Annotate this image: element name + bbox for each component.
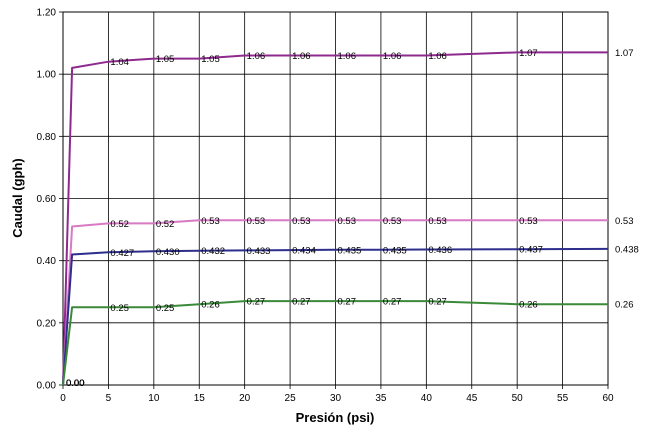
data-label: 0.438 [615, 244, 639, 255]
y-tick-label: 1.20 [37, 8, 57, 19]
data-label: 0.433 [247, 246, 271, 257]
series-line-3 [62, 247, 609, 386]
series-lines [62, 51, 609, 386]
data-label: 0.27 [247, 297, 266, 308]
y-tick-label: 0.80 [37, 132, 57, 143]
tick-labels: 0 5 10 15 20 25 30 35 40 45 50 55 60 0.00 0.20 0.40 0.60… [37, 8, 614, 405]
data-label: 0.25 [110, 303, 128, 314]
data-label: 0.427 [110, 248, 134, 259]
data-label: 0.53 [292, 216, 311, 227]
data-label: 0.53 [383, 216, 402, 227]
data-label: 0.26 [615, 300, 634, 311]
data-label: 0.434 [292, 246, 316, 257]
data-label: 0.435 [383, 245, 407, 256]
y-tick-label: 0.20 [37, 318, 57, 329]
x-tick-label: 45 [466, 393, 478, 404]
grid-lines [63, 12, 608, 385]
data-label: 1.06 [383, 51, 402, 62]
y-tick-label: 0.00 [37, 381, 57, 392]
data-label: 0.437 [519, 245, 543, 256]
data-label: 0.53 [247, 216, 266, 227]
data-label: 1.04 [110, 57, 128, 68]
data-label: 0.27 [428, 297, 447, 308]
data-label: 1.05 [201, 54, 220, 65]
data-label: 0.00 [66, 378, 85, 389]
data-label: 0.52 [156, 219, 175, 230]
data-label: 1.06 [247, 51, 266, 62]
series-line-2 [62, 219, 608, 386]
data-label: 0.53 [615, 216, 634, 227]
data-label: 1.07 [519, 48, 538, 59]
data-label: 0.25 [156, 303, 175, 314]
x-tick-label: 35 [375, 393, 387, 404]
x-tick-label: 20 [239, 393, 251, 404]
x-tick-label: 55 [557, 393, 569, 404]
x-tick-label: 50 [512, 393, 524, 404]
x-tick-label: 5 [106, 393, 112, 404]
series-line-4 [62, 300, 608, 386]
data-label: 1.06 [292, 51, 311, 62]
data-label: 0.52 [110, 219, 128, 230]
data-label: 0.00 [66, 378, 85, 389]
data-label: 0.436 [428, 245, 452, 256]
x-tick-label: 30 [330, 393, 342, 404]
x-axis-title: Presión (psi) [296, 410, 375, 425]
data-label: 1.06 [338, 51, 357, 62]
data-labels: 0.00 1.04 1.05 1.05 1.06 1.06 1.06 1.06 1.06 1.07… [66, 48, 639, 389]
y-tick-label: 1.00 [37, 70, 57, 81]
data-label: 0.53 [201, 216, 220, 227]
data-label: 0.27 [338, 297, 357, 308]
data-label: 0.26 [519, 300, 538, 311]
data-label: 0.27 [292, 297, 311, 308]
data-label: 0.432 [201, 246, 225, 257]
data-label: 1.05 [156, 54, 175, 65]
data-label: 0.00 [66, 378, 85, 389]
data-label: 0.53 [338, 216, 357, 227]
x-tick-label: 25 [285, 393, 297, 404]
data-label: 0.53 [519, 216, 538, 227]
x-tick-label: 40 [421, 393, 433, 404]
x-tick-label: 60 [602, 393, 614, 404]
data-label: 0.26 [201, 300, 220, 311]
y-tick-label: 0.60 [37, 194, 57, 205]
y-tick-label: 0.40 [37, 256, 57, 267]
x-tick-label: 0 [60, 393, 66, 404]
y-axis-title: Caudal (gph) [10, 158, 25, 237]
x-tick-label: 15 [194, 393, 206, 404]
data-label: 0.53 [428, 216, 447, 227]
data-label: 0.27 [383, 297, 402, 308]
data-label: 0.00 [66, 378, 85, 389]
data-label: 0.435 [338, 245, 362, 256]
series-line-1 [62, 51, 608, 386]
data-label: 0.430 [156, 247, 180, 258]
data-label: 1.07 [615, 48, 634, 59]
x-tick-label: 10 [148, 393, 160, 404]
data-label: 1.06 [428, 51, 447, 62]
